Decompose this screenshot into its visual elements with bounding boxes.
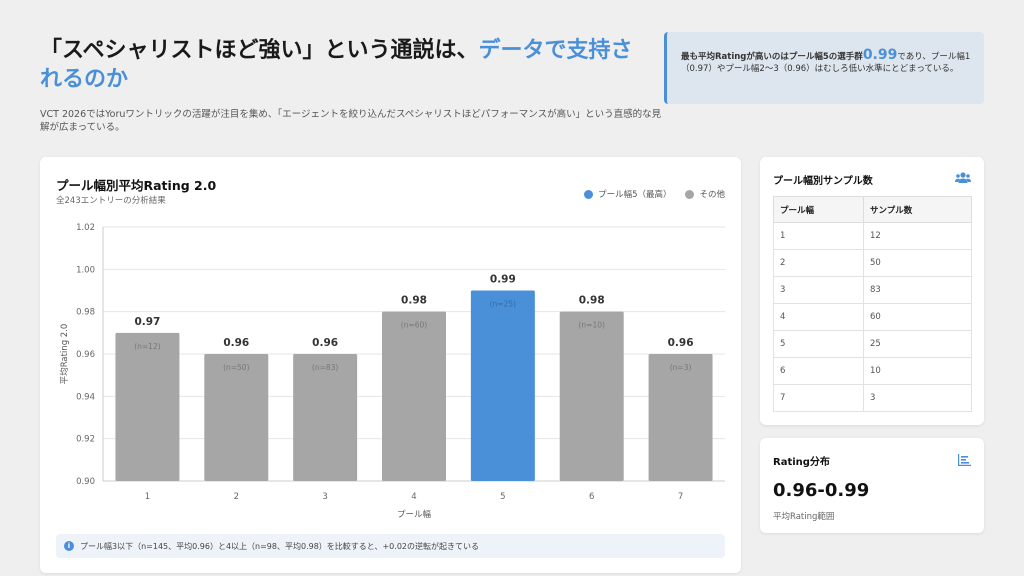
bar-value-label: 0.98 bbox=[401, 295, 427, 307]
table-cell: 3 bbox=[862, 384, 973, 412]
legend-label-highlight: プール幅5（最高） bbox=[598, 190, 672, 200]
info-icon: i bbox=[64, 541, 74, 551]
bar bbox=[115, 332, 180, 481]
bar-sample-label: (n=10) bbox=[578, 321, 605, 330]
y-tick-label: 0.94 bbox=[76, 392, 95, 402]
y-tick-label: 0.92 bbox=[76, 435, 95, 445]
y-tick-label: 0.98 bbox=[76, 308, 95, 318]
bar-value-label: 0.96 bbox=[223, 337, 249, 349]
table-cell: 83 bbox=[862, 276, 973, 304]
y-tick-label: 1.02 bbox=[76, 223, 95, 233]
table-cell: 7 bbox=[773, 384, 864, 412]
table-cell: 6 bbox=[773, 357, 864, 385]
bar-sample-label: (n=83) bbox=[312, 363, 339, 372]
bar-sample-label: (n=3) bbox=[670, 363, 692, 372]
bar-sample-label: (n=12) bbox=[134, 342, 161, 351]
callout-text-after: であり、プール幅1（0.97）やプール幅2〜3（0.96）はむしろ低い水準にとど… bbox=[681, 52, 971, 74]
legend-dot-icon bbox=[685, 189, 695, 199]
distribution-value: 0.96-0.99 bbox=[773, 480, 870, 501]
table-row: 5 25 bbox=[773, 330, 973, 358]
bar bbox=[559, 311, 624, 481]
users-icon bbox=[955, 170, 971, 189]
x-tick-label: 4 bbox=[411, 492, 416, 502]
title-text: 「スペシャリストほど強い」という通説は、 bbox=[40, 38, 479, 63]
table-row: 3 83 bbox=[773, 276, 973, 304]
bar-sample-label: (n=60) bbox=[401, 321, 428, 330]
table-cell: 2 bbox=[773, 249, 864, 277]
bar-sample-label: (n=25) bbox=[490, 300, 517, 309]
callout-highlight-value: 0.99 bbox=[862, 47, 898, 63]
bar-sample-label: (n=50) bbox=[223, 363, 250, 372]
bar-chart: 0.90 0.92 0.94 0.96 0.98 1.00 1.02 0.97 (n=12) 1 0… bbox=[59, 223, 725, 520]
page-subtitle: VCT 2026ではYoruワントリックの活躍が注目を集め、「エージェントを絞り… bbox=[40, 109, 662, 133]
table-header-row: プール幅 サンプル数 bbox=[773, 196, 973, 223]
table-cell: 25 bbox=[862, 330, 973, 358]
y-tick-label: 1.00 bbox=[76, 265, 95, 275]
x-tick-label: 6 bbox=[589, 492, 594, 502]
table-header-cell: サンプル数 bbox=[862, 196, 973, 223]
table-cell: 3 bbox=[773, 276, 864, 304]
legend-item-other: その他 bbox=[685, 188, 725, 200]
x-tick-label: 2 bbox=[234, 492, 239, 502]
bar bbox=[204, 354, 269, 481]
bar-value-label: 0.98 bbox=[579, 295, 605, 307]
y-axis-title: 平均Rating 2.0 bbox=[59, 324, 70, 385]
bar bbox=[382, 311, 446, 481]
legend-item-highlight: プール幅5（最高） bbox=[584, 188, 671, 200]
chart-legend: プール幅5（最高） その他 bbox=[584, 188, 725, 200]
table-cell: 12 bbox=[862, 222, 973, 250]
table-cell: 10 bbox=[862, 357, 973, 385]
bar-value-label: 0.99 bbox=[490, 274, 516, 286]
bar-value-label: 0.96 bbox=[668, 337, 694, 349]
x-axis-title: プール幅 bbox=[397, 509, 432, 520]
bar-value-label: 0.96 bbox=[312, 337, 338, 349]
table-header-cell: プール幅 bbox=[773, 196, 864, 223]
page-title: 「スペシャリストほど強い」という通説は、データで支持されるのか bbox=[40, 36, 640, 94]
table-row: 6 10 bbox=[773, 357, 973, 385]
bar bbox=[293, 354, 358, 481]
title-highlight: データで支持されるのか bbox=[40, 38, 633, 92]
table-cell: 60 bbox=[862, 303, 973, 331]
legend-dot-icon bbox=[584, 189, 594, 199]
bar bbox=[470, 290, 535, 481]
table-row: 2 50 bbox=[773, 249, 973, 277]
chart-note-text: プール幅3以下（n=145、平均0.96）と4以上（n=98、平均0.98）を比… bbox=[80, 541, 479, 551]
distribution-card: Rating分布 0.96-0.99 平均Rating範囲 bbox=[760, 438, 984, 533]
table-cell: 50 bbox=[862, 249, 973, 277]
key-finding-callout: 最も平均Ratingが高いのはプール幅5の選手群0.99であり、プール幅1（0.… bbox=[664, 32, 984, 104]
chart-card: 0.90 0.92 0.94 0.96 0.98 1.00 1.02 0.97 (n=12) 1 0… bbox=[40, 157, 741, 573]
bar-value-label: 0.97 bbox=[134, 316, 160, 328]
bar-chart-icon bbox=[957, 451, 971, 470]
chart-title: プール幅別平均Rating 2.0 bbox=[56, 178, 217, 193]
chart-subtitle: 全243エントリーの分析結果 bbox=[56, 196, 166, 206]
y-tick-label: 0.96 bbox=[76, 350, 95, 360]
distribution-label: 平均Rating範囲 bbox=[773, 512, 835, 522]
table-row: 1 12 bbox=[773, 222, 973, 250]
y-tick-label: 0.90 bbox=[76, 477, 95, 487]
sample-table-title: プール幅別サンプル数 bbox=[773, 176, 873, 187]
table-cell: 5 bbox=[773, 330, 864, 358]
callout-text-before: 最も平均Ratingが高いのはプール幅5の選手群 bbox=[681, 52, 863, 62]
table-cell: 4 bbox=[773, 303, 864, 331]
table-cell: 1 bbox=[773, 222, 864, 250]
legend-label-other: その他 bbox=[699, 190, 725, 200]
x-tick-label: 1 bbox=[145, 492, 150, 502]
chart-note: i プール幅3以下（n=145、平均0.96）と4以上（n=98、平均0.98）… bbox=[56, 534, 725, 558]
distribution-title: Rating分布 bbox=[773, 457, 830, 468]
x-tick-label: 5 bbox=[500, 492, 505, 502]
x-tick-label: 7 bbox=[678, 492, 683, 502]
bar bbox=[648, 354, 713, 481]
x-tick-label: 3 bbox=[322, 492, 327, 502]
table-row: 4 60 bbox=[773, 303, 973, 331]
